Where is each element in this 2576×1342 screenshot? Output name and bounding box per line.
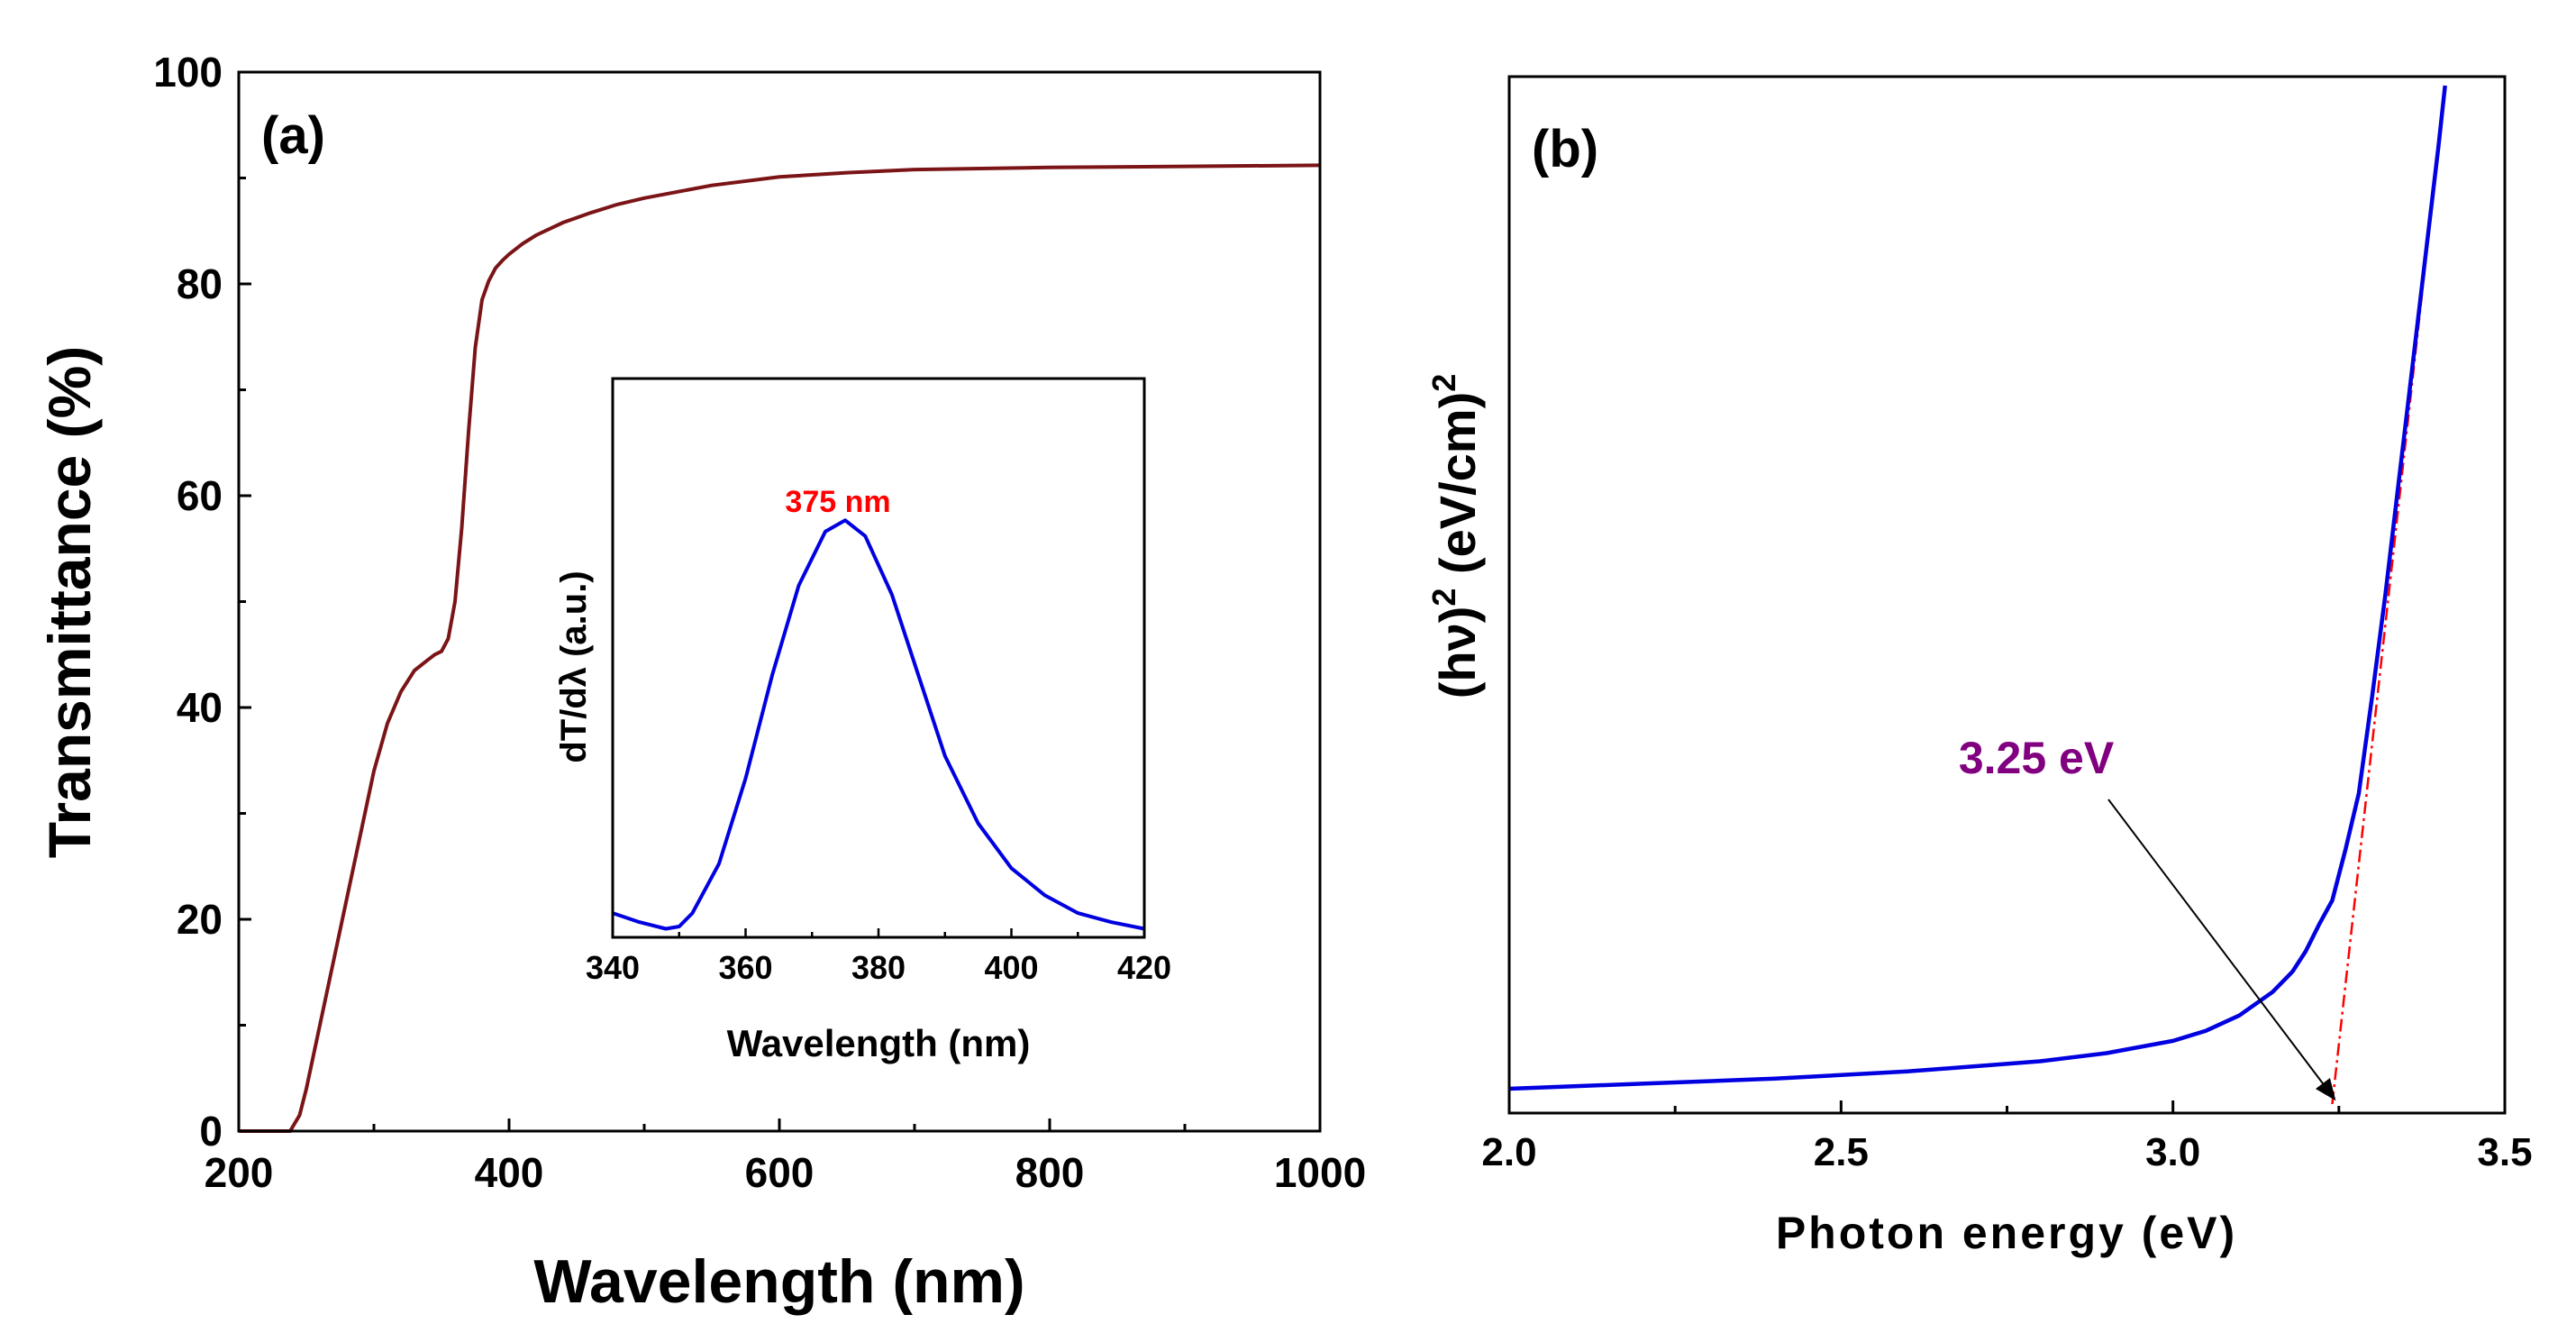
panel-b-ylabel: (hν)2 (eV/cm)2 — [1425, 374, 1486, 699]
annotation-arrow — [2107, 799, 2336, 1101]
ylabel-part-2: (eV/cm) — [1429, 392, 1486, 589]
panel-a-label: (a) — [261, 106, 325, 165]
panel-a-xlabel: Wavelength (nm) — [533, 1247, 1024, 1316]
panel-b-frame — [1507, 75, 2507, 1115]
panel-b-annotation: 3.25 eV — [1959, 733, 2115, 783]
x-tick-label: 800 — [1015, 1149, 1085, 1196]
inset-series-line — [612, 518, 1145, 931]
tauc-plot — [1508, 85, 2447, 1105]
inset-x-tick-label: 380 — [851, 949, 906, 986]
x-tick-label: 3.0 — [2145, 1130, 2200, 1174]
panel-b-label: (b) — [1532, 120, 1598, 178]
ylabel-part-1: (hν) — [1429, 607, 1486, 699]
inset-ticks: 340 360 380 400 420 — [586, 928, 1171, 986]
ylabel-sup-2: 2 — [1425, 374, 1462, 392]
y-tick-label: 40 — [177, 684, 223, 731]
x-tick-label: 200 — [205, 1149, 274, 1196]
y-tick-label: 20 — [177, 896, 223, 943]
inset-annotation: 375 nm — [785, 485, 890, 519]
x-tick-label: 400 — [475, 1149, 544, 1196]
y-tick-label: 60 — [177, 472, 223, 519]
panel-b-xlabel: Photon energy (eV) — [1776, 1208, 2237, 1258]
inset-plot: 340 360 380 400 420 375 nm Wavelength (nm) d… — [554, 377, 1171, 1064]
inset-background — [613, 379, 1144, 937]
panel-a-ylabel: Transmittance (%) — [36, 346, 103, 858]
panel-b: 2.0 2.5 3.0 3.5 (b) Photon energy (eV) (hν)… — [1425, 75, 2533, 1258]
panel-a-ticks: 200 400 600 800 1000 0 20 40 60 80 100 — [153, 49, 1366, 1196]
panel-a: 200 400 600 800 1000 0 20 40 60 80 100 (a) Wavelen… — [36, 49, 1366, 1316]
inset-x-tick-label: 420 — [1117, 949, 1171, 986]
y-tick-label: 80 — [177, 260, 223, 307]
inset-x-tick-label: 340 — [586, 949, 640, 986]
ylabel-sup-1: 2 — [1425, 589, 1462, 607]
x-tick-label: 600 — [745, 1149, 815, 1196]
transmittance-plot — [239, 163, 1321, 1133]
tauc-series-line — [1508, 85, 2447, 1091]
inset-x-tick-label: 400 — [984, 949, 1038, 986]
inset-ylabel: dT/dλ (a.u.) — [554, 571, 594, 762]
inset-xlabel: Wavelength (nm) — [727, 1022, 1031, 1064]
panel-b-ticks: 2.0 2.5 3.0 3.5 — [1481, 1100, 2533, 1174]
y-tick-label: 100 — [153, 49, 223, 96]
y-tick-label: 0 — [199, 1108, 223, 1155]
x-tick-label: 2.0 — [1481, 1130, 1536, 1174]
transmittance-series-line — [239, 163, 1321, 1133]
inset-x-tick-label: 360 — [718, 949, 772, 986]
x-tick-label: 1000 — [1274, 1149, 1366, 1196]
inset-lines — [612, 518, 1145, 931]
x-tick-label: 2.5 — [1814, 1130, 1869, 1174]
x-tick-label: 3.5 — [2477, 1130, 2532, 1174]
